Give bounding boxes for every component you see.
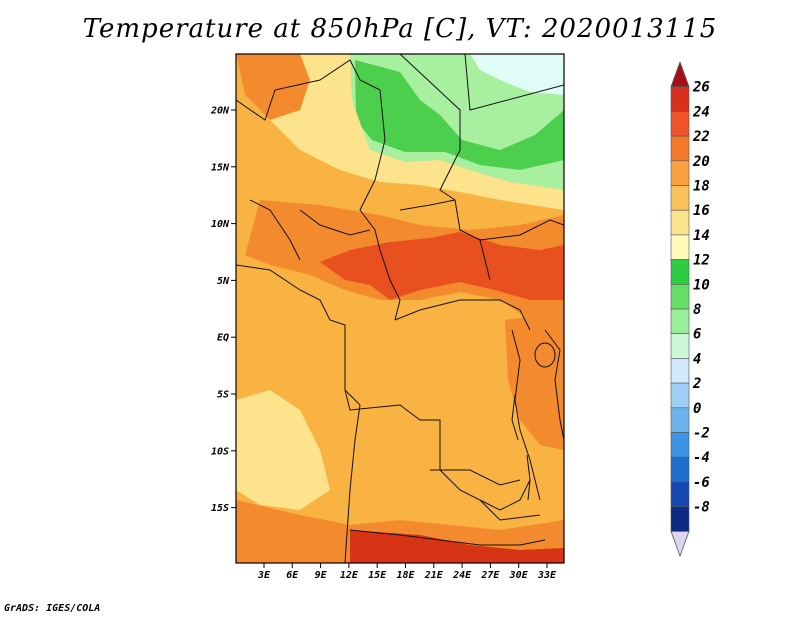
colorbar-label: 24 [692, 104, 710, 120]
colorbar-swatch [670, 185, 690, 211]
nw-orange-patch [236, 54, 310, 120]
colorbar-swatch [670, 407, 690, 433]
colorbar-label: 18 [693, 179, 710, 195]
colorbar-swatch [670, 382, 690, 409]
colorbar-label: 26 [692, 80, 710, 96]
lon-tick-label: 21E [424, 570, 444, 581]
colorbar-swatch [670, 209, 690, 236]
map-frame [235, 53, 565, 564]
colorbar-label: 22 [692, 129, 710, 145]
colorbar-label: -2 [693, 426, 710, 442]
colorbar-swatch [670, 234, 690, 260]
grads-credit: GrADS: IGES/COLA [4, 603, 101, 614]
colorbar-swatch [670, 160, 690, 186]
sw-light-yellow [236, 390, 330, 510]
lakes [511, 342, 556, 501]
colorbar-swatch [670, 432, 690, 458]
colorbar-label: -6 [693, 475, 710, 491]
lat-tick-label: 20N [210, 106, 230, 117]
warm-core-red [320, 232, 564, 300]
map-title: Temperature at 850hPa [C], VT: 202001311… [82, 14, 718, 44]
lat-tick-label: 15S [211, 503, 229, 514]
colorbar-label: -8 [693, 500, 710, 516]
colorbar-label: 0 [693, 401, 701, 417]
lon-tick-label: 12E [340, 570, 359, 581]
colorbar-label: 6 [693, 327, 701, 343]
colorbar-swatch [670, 358, 690, 384]
lon-tick-label: 30E [509, 570, 529, 581]
sahel-yellow-strip [236, 54, 564, 210]
temperature-map [235, 53, 565, 564]
colorbar-top-arrow [670, 60, 690, 88]
lon-tick-label: 18E [396, 570, 415, 581]
lon-tick-label: 24E [452, 570, 472, 581]
lat-tick-label: 10N [211, 219, 230, 230]
colorbar-swatch [670, 506, 690, 532]
colorbar-swatch [670, 135, 690, 162]
lat-tick-label: 5N [217, 276, 230, 287]
colorbar-bottom-arrow [670, 530, 690, 558]
colorbar-label: 2 [692, 376, 701, 392]
lon-tick-label: 9E [315, 570, 328, 581]
colorbar-swatch [670, 111, 690, 137]
lat-tick-label: 5S [217, 390, 229, 401]
colorbar-label: 8 [693, 302, 701, 318]
lon-tick-label: 33E [537, 570, 557, 581]
colorbar-label: 20 [692, 154, 710, 170]
cool-zone-green [355, 60, 564, 170]
colorbar-label: -4 [693, 450, 710, 466]
colorbar-swatch [670, 259, 690, 285]
lon-tick-label: 3E [257, 570, 271, 581]
colorbar-swatch [670, 308, 690, 335]
colorbar-label: 4 [693, 351, 701, 367]
colorbar-label: 16 [693, 203, 710, 219]
longitude-axis: 3E 6E 9E 12E 15E 18E 21E 24E 27E 30E 33E [257, 563, 557, 581]
colorbar-swatch [670, 86, 690, 112]
colorbar-label: 12 [693, 253, 710, 269]
lat-tick-label: 10S [211, 446, 229, 457]
south-red-band [350, 530, 564, 563]
colorbar-label: 14 [693, 228, 710, 244]
lat-tick-label: EQ [217, 333, 229, 344]
country-borders [236, 54, 564, 563]
lon-tick-label: 15E [368, 570, 387, 581]
colorbar-swatch [670, 481, 690, 507]
cool-zone-cyan [470, 54, 564, 95]
colorbar-swatch [670, 333, 690, 359]
east-orange-strip [505, 315, 564, 450]
lon-tick-label: 27E [480, 570, 500, 581]
colorbar-swatch [670, 283, 690, 310]
colorbar-label: 10 [693, 277, 710, 293]
lon-tick-label: 6E [286, 570, 299, 581]
colorbar-swatch [670, 456, 690, 483]
lat-tick-label: 15N [211, 162, 230, 173]
latitude-axis: 20N 15N 10N 5N EQ 5S 10S 15S [210, 106, 236, 514]
